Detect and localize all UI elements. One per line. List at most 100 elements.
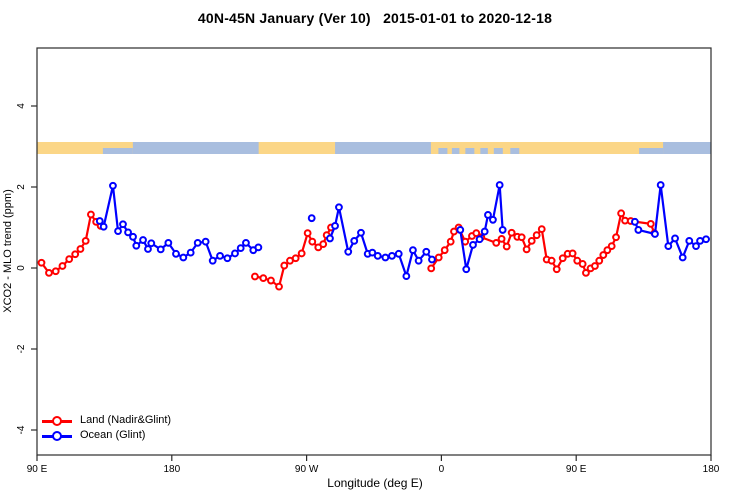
data-point (307, 214, 316, 223)
data-point (344, 247, 353, 256)
data-point (164, 238, 173, 247)
data-point (607, 242, 616, 251)
data-point (664, 242, 673, 251)
data-point (357, 228, 365, 237)
data-point (617, 209, 626, 218)
data-point (193, 238, 202, 247)
legend-item-ocean: Ocean (Glint) (42, 428, 171, 443)
data-point (394, 249, 403, 258)
data-point (456, 226, 465, 234)
series-line (328, 207, 433, 280)
data-point (409, 246, 417, 255)
ocean-patch (510, 148, 520, 154)
data-point (308, 237, 317, 246)
series-line (40, 211, 102, 275)
data-point (446, 237, 455, 246)
y-tick-label: -2 (16, 344, 27, 353)
data-point (259, 274, 268, 283)
data-point (381, 253, 390, 262)
y-tick-label: 0 (16, 265, 27, 271)
x-tick-label: 180 (163, 464, 180, 475)
y-tick-label: 4 (16, 103, 27, 109)
data-point (303, 229, 312, 238)
data-point (326, 234, 334, 243)
data-point (498, 226, 507, 234)
data-point (147, 239, 156, 248)
data-point (497, 234, 506, 243)
data-point (76, 245, 85, 253)
series-line (459, 184, 504, 270)
data-point (280, 261, 289, 270)
data-point (532, 231, 541, 240)
data-point (291, 254, 300, 263)
data-point (297, 249, 306, 258)
data-point (172, 249, 180, 258)
data-point (208, 256, 217, 265)
data-point (231, 249, 239, 258)
data-point (124, 228, 132, 237)
data-point (502, 242, 511, 251)
data-point (595, 256, 604, 265)
land-band-segment (258, 142, 336, 154)
data-point (582, 268, 590, 277)
data-point (696, 236, 704, 245)
data-point (87, 210, 95, 219)
data-point (275, 282, 283, 291)
data-point (702, 235, 710, 244)
data-point (651, 230, 659, 238)
data-point (469, 241, 477, 249)
data-point (646, 219, 655, 228)
x-tick-label: 180 (703, 464, 720, 475)
data-point (440, 246, 449, 255)
data-point (522, 245, 531, 254)
plot-box (36, 47, 712, 456)
data-point (558, 254, 567, 263)
data-point (434, 253, 443, 262)
y-tick-label: 2 (16, 184, 27, 190)
data-point (507, 228, 516, 237)
data-point (631, 217, 639, 226)
data-point (489, 215, 497, 224)
data-point (71, 250, 80, 259)
data-point (132, 241, 141, 250)
data-point (537, 225, 546, 234)
data-point (179, 253, 188, 262)
data-point (186, 248, 195, 257)
data-point (517, 233, 526, 242)
data-point (527, 236, 536, 245)
data-point (156, 245, 165, 254)
data-point (51, 267, 60, 276)
data-point (331, 221, 339, 230)
data-point (216, 251, 224, 260)
data-point (656, 181, 665, 189)
data-point (236, 244, 245, 253)
data-point (109, 181, 117, 190)
data-point (671, 234, 679, 243)
data-point (81, 236, 90, 245)
data-point (119, 220, 127, 229)
data-point (65, 255, 74, 263)
data-point (685, 236, 694, 245)
data-point (144, 245, 152, 253)
data-point (99, 222, 108, 231)
data-point (37, 258, 46, 267)
data-point (428, 255, 436, 264)
data-point (547, 256, 556, 265)
data-point (472, 229, 481, 238)
land-band-segment (430, 142, 664, 154)
ocean-patch (102, 148, 133, 154)
data-point (95, 217, 104, 225)
legend-label-land: Land (Nadir&Glint) (80, 414, 172, 426)
data-point (568, 249, 577, 258)
data-point (552, 265, 561, 274)
data-point (422, 247, 431, 256)
data-point (201, 237, 210, 246)
data-point (139, 236, 147, 244)
ocean-patch (493, 148, 503, 154)
data-point (45, 268, 53, 277)
x-axis-title: Longitude (deg E) (327, 476, 423, 490)
ocean-circle-icon (52, 430, 62, 441)
data-point (129, 232, 137, 241)
